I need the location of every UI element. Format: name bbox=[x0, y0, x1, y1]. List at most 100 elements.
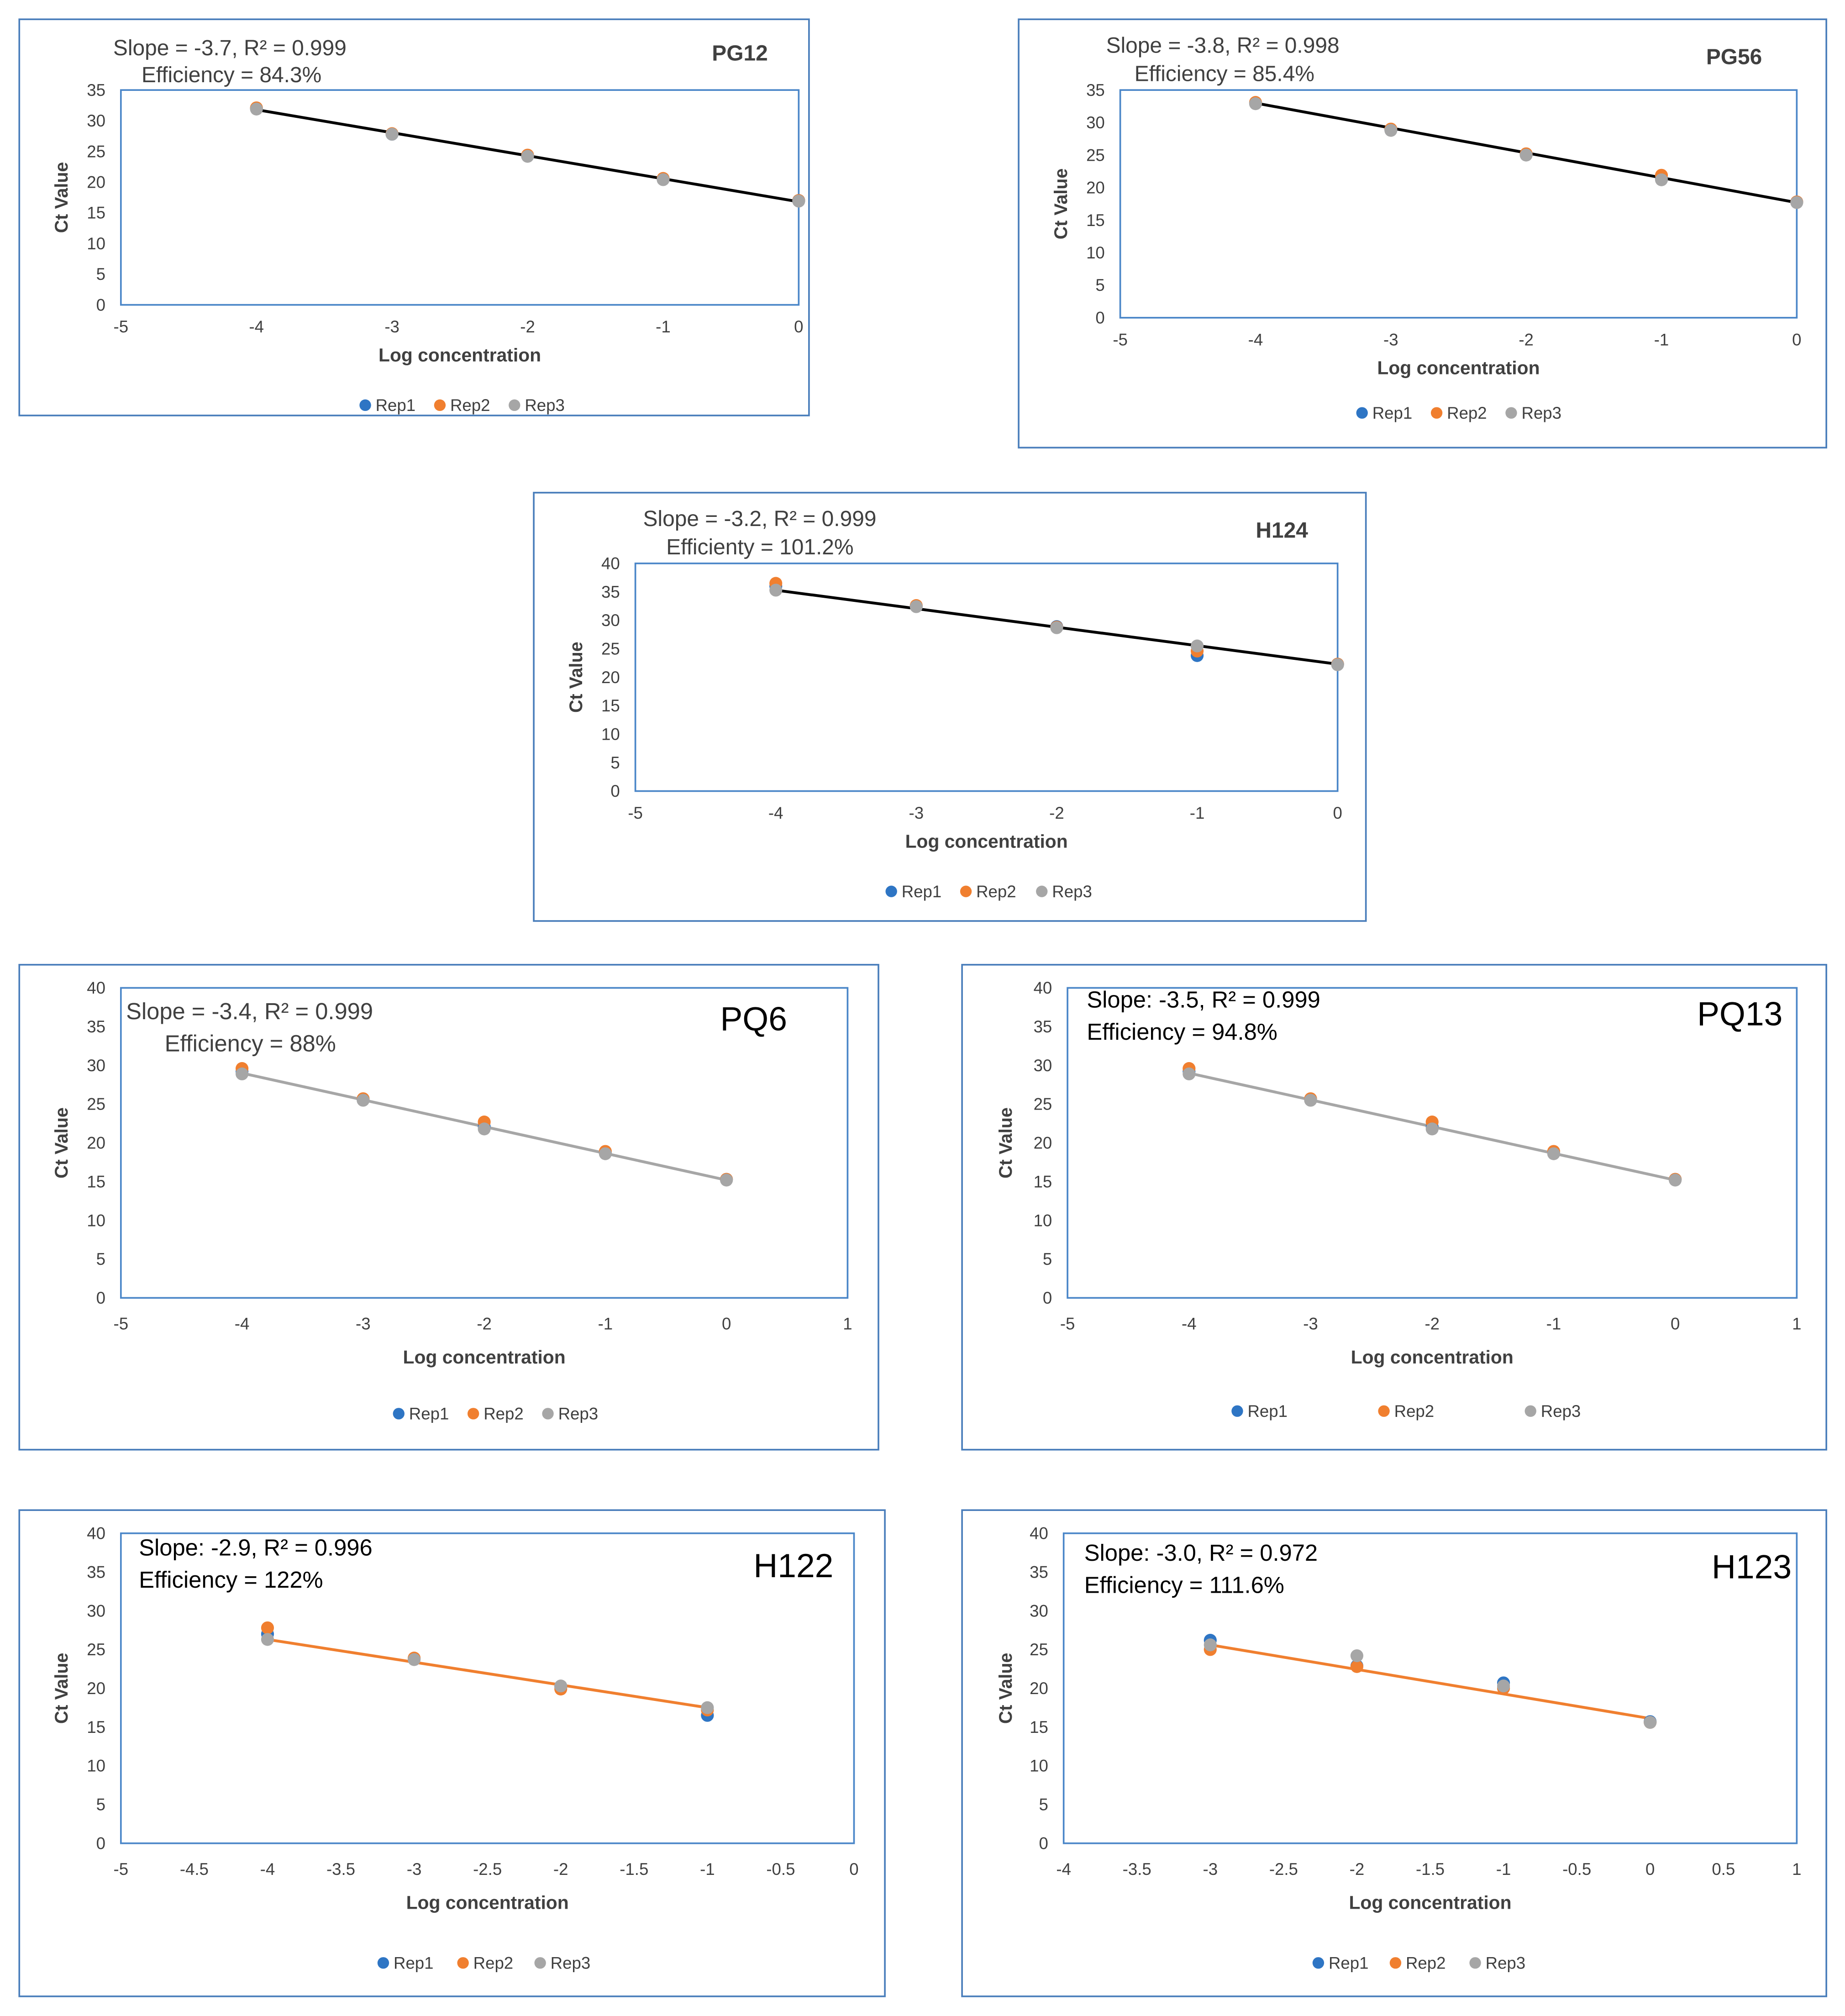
y-tick-label: 5 bbox=[1043, 1250, 1052, 1269]
legend-label: Rep1 bbox=[902, 882, 942, 901]
y-tick-label: 25 bbox=[87, 1095, 105, 1114]
x-tick-label: -4 bbox=[768, 804, 783, 822]
y-tick-label: 40 bbox=[87, 979, 105, 997]
y-tick-label: 25 bbox=[87, 142, 105, 161]
annotation-line: Efficienty = 101.2% bbox=[666, 535, 853, 559]
data-point-rep3 bbox=[1519, 148, 1533, 162]
chart-title: H123 bbox=[1712, 1548, 1792, 1586]
x-tick-label: -2.5 bbox=[473, 1860, 502, 1879]
annotation-line: Slope = -3.8, R² = 0.998 bbox=[1106, 33, 1340, 58]
x-axis-label: Log concentration bbox=[1349, 1892, 1511, 1913]
y-axis-label: Ct Value bbox=[1051, 168, 1071, 240]
x-tick-label: 0 bbox=[1333, 804, 1342, 822]
x-tick-label: -4 bbox=[1182, 1314, 1197, 1333]
legend-label: Rep3 bbox=[558, 1405, 599, 1423]
x-tick-label: -3 bbox=[407, 1860, 422, 1879]
y-tick-label: 15 bbox=[1030, 1718, 1048, 1737]
data-point-rep3 bbox=[1384, 124, 1398, 137]
trendline bbox=[1210, 1643, 1651, 1720]
x-tick-label: -5 bbox=[114, 317, 129, 336]
annotation-line: Slope = -3.7, R² = 0.999 bbox=[113, 36, 347, 60]
legend-marker-rep3 bbox=[1524, 1405, 1536, 1417]
x-tick-label: 0 bbox=[849, 1860, 858, 1879]
y-tick-label: 5 bbox=[96, 1250, 105, 1269]
y-tick-label: 25 bbox=[87, 1640, 105, 1659]
x-tick-label: -3 bbox=[1383, 330, 1398, 349]
y-tick-label: 35 bbox=[1034, 1017, 1052, 1036]
y-tick-label: 35 bbox=[601, 583, 620, 601]
y-axis-label: Ct Value bbox=[52, 1107, 72, 1179]
y-tick-label: 0 bbox=[610, 782, 620, 800]
x-tick-label: -1 bbox=[1496, 1860, 1511, 1879]
chart-pq13: 0 5 10 15 20 25 30 35 40 -5 -4 -3 -2 -1 0 1 Log concentr… bbox=[961, 963, 1827, 1451]
x-tick-label: -1.5 bbox=[620, 1860, 648, 1879]
data-point-rep3 bbox=[909, 600, 923, 613]
y-tick-label: 0 bbox=[96, 1289, 105, 1307]
chart-frame bbox=[18, 18, 810, 416]
x-axis-label: Log concentration bbox=[1351, 1347, 1514, 1368]
annotation-line: Slope: -3.5, R² = 0.999 bbox=[1087, 987, 1320, 1013]
y-axis-label: Ct Value bbox=[52, 1653, 72, 1724]
legend-label: Rep3 bbox=[525, 396, 565, 415]
legend-marker-rep1 bbox=[377, 1957, 389, 1969]
legend-label: Rep1 bbox=[376, 396, 416, 415]
legend-marker-rep2 bbox=[1430, 407, 1443, 419]
y-tick-label: 40 bbox=[1030, 1524, 1048, 1543]
chart-frame bbox=[18, 1509, 886, 1997]
data-point-rep3 bbox=[701, 1701, 714, 1714]
y-tick-label: 20 bbox=[87, 1134, 105, 1153]
x-tick-label: -0.5 bbox=[1562, 1860, 1591, 1879]
x-tick-label: -1 bbox=[598, 1314, 613, 1333]
y-tick-label: 0 bbox=[1039, 1834, 1048, 1853]
data-point-rep3 bbox=[1304, 1094, 1317, 1107]
data-point-rep3 bbox=[385, 127, 399, 141]
y-tick-label: 5 bbox=[1039, 1795, 1048, 1814]
data-point-rep3 bbox=[657, 173, 670, 186]
legend-label: Rep1 bbox=[394, 1953, 434, 1972]
x-axis-label: Log concentration bbox=[403, 1347, 566, 1368]
legend-label: Rep1 bbox=[409, 1405, 449, 1423]
data-point-rep3 bbox=[1425, 1122, 1439, 1136]
x-tick-label: -4 bbox=[249, 317, 264, 336]
y-tick-label: 5 bbox=[610, 753, 620, 772]
data-point-rep3 bbox=[1190, 639, 1204, 653]
data-point-rep3 bbox=[1050, 621, 1063, 634]
legend-marker-rep3 bbox=[1036, 885, 1048, 897]
y-tick-label: 25 bbox=[1030, 1640, 1048, 1659]
x-tick-label: -5 bbox=[628, 804, 643, 822]
legend-label: Rep2 bbox=[1394, 1402, 1435, 1421]
x-tick-label: -1 bbox=[656, 317, 671, 336]
x-tick-label: -2.5 bbox=[1269, 1860, 1298, 1879]
y-tick-label: 10 bbox=[601, 725, 620, 743]
x-tick-label: -1 bbox=[1654, 330, 1669, 349]
x-tick-label: -4.5 bbox=[180, 1860, 209, 1879]
y-tick-label: 10 bbox=[1034, 1211, 1052, 1230]
x-tick-label: -1 bbox=[700, 1860, 715, 1879]
chart-title: H122 bbox=[753, 1547, 833, 1584]
legend-label: Rep3 bbox=[1522, 404, 1562, 422]
x-tick-label: 1 bbox=[843, 1314, 852, 1333]
legend-label: Rep3 bbox=[1486, 1953, 1526, 1972]
data-point-rep3 bbox=[1331, 658, 1344, 671]
chart-frame bbox=[533, 492, 1367, 922]
x-tick-label: -5 bbox=[1060, 1314, 1075, 1333]
plot-area bbox=[120, 987, 849, 1299]
y-tick-label: 0 bbox=[96, 1834, 105, 1853]
data-point-rep3 bbox=[1547, 1147, 1561, 1160]
x-tick-label: -4 bbox=[1056, 1860, 1071, 1879]
y-tick-label: 15 bbox=[601, 696, 620, 715]
legend-marker-rep1 bbox=[885, 885, 897, 897]
y-tick-label: 10 bbox=[87, 1757, 105, 1775]
y-tick-label: 30 bbox=[1086, 113, 1105, 132]
y-tick-label: 20 bbox=[87, 173, 105, 191]
data-point-rep2 bbox=[261, 1621, 274, 1635]
y-tick-label: 20 bbox=[1034, 1134, 1052, 1153]
annotation-line: Slope: -3.0, R² = 0.972 bbox=[1084, 1540, 1318, 1566]
x-tick-label: -4 bbox=[235, 1314, 250, 1333]
legend-marker-rep3 bbox=[1505, 407, 1517, 419]
y-tick-label: 35 bbox=[87, 1017, 105, 1036]
annotation-line: Efficiency = 88% bbox=[165, 1030, 336, 1056]
x-axis-label: Log concentration bbox=[378, 345, 541, 366]
y-tick-label: 20 bbox=[1086, 179, 1105, 197]
x-tick-label: -2 bbox=[1350, 1860, 1365, 1879]
